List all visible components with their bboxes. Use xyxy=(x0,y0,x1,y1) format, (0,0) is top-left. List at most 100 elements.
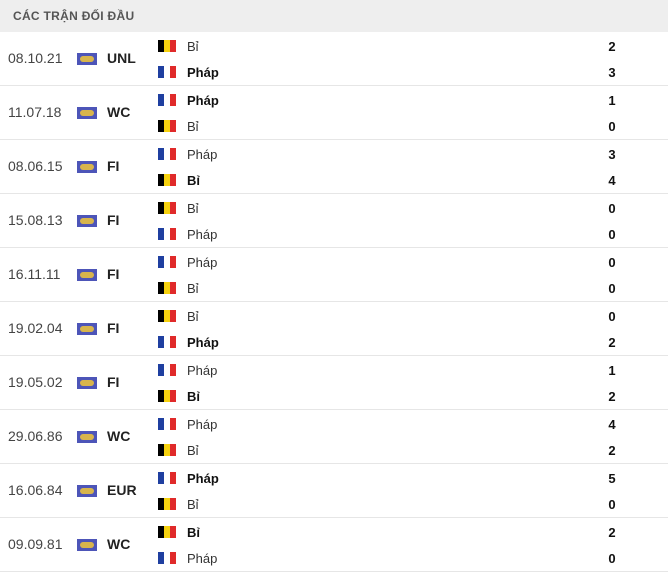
match-date: 19.05.02 xyxy=(8,374,63,390)
competition-name[interactable]: WC xyxy=(107,536,131,552)
away-score: 2 xyxy=(608,389,616,404)
match-row[interactable]: 09.09.81 WC Bỉ Pháp 2 0 xyxy=(0,518,668,572)
team-away[interactable]: Bỉ xyxy=(158,171,200,189)
match-list: 08.10.21 UNL Bỉ Pháp 2 3 11.07.18 WC Pháp… xyxy=(0,32,668,572)
match-date: 16.06.84 xyxy=(8,482,63,498)
team-name: Bỉ xyxy=(187,118,199,134)
away-score: 0 xyxy=(608,497,616,512)
match-date: 09.09.81 xyxy=(8,536,63,552)
bi-flag-icon xyxy=(158,498,176,510)
team-home[interactable]: Bỉ xyxy=(158,199,199,217)
team-home[interactable]: Bỉ xyxy=(158,523,200,541)
competition-globe-icon xyxy=(77,377,97,389)
bi-flag-icon xyxy=(158,444,176,456)
competition-name[interactable]: EUR xyxy=(107,482,137,498)
home-score: 1 xyxy=(608,93,616,108)
team-name: Pháp xyxy=(187,64,219,80)
phap-flag-icon xyxy=(158,148,176,160)
team-home[interactable]: Bỉ xyxy=(158,307,199,325)
match-date: 15.08.13 xyxy=(8,212,63,228)
match-date: 11.07.18 xyxy=(8,104,62,120)
match-date: 08.06.15 xyxy=(8,158,63,174)
phap-flag-icon xyxy=(158,336,176,348)
team-away[interactable]: Pháp xyxy=(158,333,219,351)
match-row[interactable]: 08.10.21 UNL Bỉ Pháp 2 3 xyxy=(0,32,668,86)
team-name: Bỉ xyxy=(187,172,200,188)
team-away[interactable]: Bỉ xyxy=(158,495,199,513)
competition-globe-icon xyxy=(77,269,97,281)
competition-globe-icon xyxy=(77,53,97,65)
team-name: Pháp xyxy=(187,416,218,432)
home-score: 5 xyxy=(608,471,616,486)
competition-globe-icon xyxy=(77,431,97,443)
match-date: 29.06.86 xyxy=(8,428,63,444)
bi-flag-icon xyxy=(158,310,176,322)
team-away[interactable]: Bỉ xyxy=(158,117,199,135)
match-row[interactable]: 16.11.11 FI Pháp Bỉ 0 0 xyxy=(0,248,668,302)
match-date: 16.11.11 xyxy=(8,266,61,282)
away-score: 0 xyxy=(608,551,616,566)
team-away[interactable]: Pháp xyxy=(158,549,217,567)
match-row[interactable]: 15.08.13 FI Bỉ Pháp 0 0 xyxy=(0,194,668,248)
bi-flag-icon xyxy=(158,202,176,214)
phap-flag-icon xyxy=(158,66,176,78)
team-name: Pháp xyxy=(187,470,219,486)
competition-name[interactable]: UNL xyxy=(107,50,136,66)
team-home[interactable]: Pháp xyxy=(158,469,219,487)
team-away[interactable]: Pháp xyxy=(158,225,217,243)
match-row[interactable]: 19.02.04 FI Bỉ Pháp 0 2 xyxy=(0,302,668,356)
competition-name[interactable]: FI xyxy=(107,266,120,282)
home-score: 1 xyxy=(608,363,616,378)
team-home[interactable]: Pháp xyxy=(158,91,219,109)
match-row[interactable]: 11.07.18 WC Pháp Bỉ 1 0 xyxy=(0,86,668,140)
phap-flag-icon xyxy=(158,256,176,268)
competition-globe-icon xyxy=(77,539,97,551)
home-score: 3 xyxy=(608,147,616,162)
section-header: CÁC TRẬN ĐỐI ĐẦU xyxy=(0,0,668,32)
team-name: Pháp xyxy=(187,550,218,566)
competition-name[interactable]: FI xyxy=(107,212,120,228)
team-name: Bỉ xyxy=(187,200,199,216)
away-score: 0 xyxy=(608,227,616,242)
match-row[interactable]: 08.06.15 FI Pháp Bỉ 3 4 xyxy=(0,140,668,194)
team-home[interactable]: Bỉ xyxy=(158,37,199,55)
team-name: Bỉ xyxy=(187,496,199,512)
away-score: 4 xyxy=(608,173,616,188)
away-score: 2 xyxy=(608,443,616,458)
competition-name[interactable]: FI xyxy=(107,158,120,174)
match-row[interactable]: 29.06.86 WC Pháp Bỉ 4 2 xyxy=(0,410,668,464)
phap-flag-icon xyxy=(158,364,176,376)
match-date: 19.02.04 xyxy=(8,320,63,336)
home-score: 0 xyxy=(608,201,616,216)
competition-globe-icon xyxy=(77,107,97,119)
phap-flag-icon xyxy=(158,228,176,240)
team-home[interactable]: Pháp xyxy=(158,253,217,271)
bi-flag-icon xyxy=(158,282,176,294)
team-away[interactable]: Pháp xyxy=(158,63,219,81)
team-away[interactable]: Bỉ xyxy=(158,279,199,297)
team-away[interactable]: Bỉ xyxy=(158,387,200,405)
home-score: 0 xyxy=(608,255,616,270)
match-row[interactable]: 16.06.84 EUR Pháp Bỉ 5 0 xyxy=(0,464,668,518)
phap-flag-icon xyxy=(158,472,176,484)
team-name: Pháp xyxy=(187,92,219,108)
team-name: Pháp xyxy=(187,146,218,162)
home-score: 2 xyxy=(608,525,616,540)
team-away[interactable]: Bỉ xyxy=(158,441,199,459)
competition-name[interactable]: WC xyxy=(107,104,131,120)
away-score: 0 xyxy=(608,119,616,134)
bi-flag-icon xyxy=(158,40,176,52)
match-row[interactable]: 19.05.02 FI Pháp Bỉ 1 2 xyxy=(0,356,668,410)
competition-globe-icon xyxy=(77,323,97,335)
team-name: Bỉ xyxy=(187,388,200,404)
competition-name[interactable]: WC xyxy=(107,428,131,444)
team-home[interactable]: Pháp xyxy=(158,361,217,379)
team-home[interactable]: Pháp xyxy=(158,415,217,433)
competition-name[interactable]: FI xyxy=(107,320,120,336)
away-score: 3 xyxy=(608,65,616,80)
team-name: Bỉ xyxy=(187,524,200,540)
away-score: 2 xyxy=(608,335,616,350)
home-score: 0 xyxy=(608,309,616,324)
competition-name[interactable]: FI xyxy=(107,374,120,390)
team-home[interactable]: Pháp xyxy=(158,145,217,163)
